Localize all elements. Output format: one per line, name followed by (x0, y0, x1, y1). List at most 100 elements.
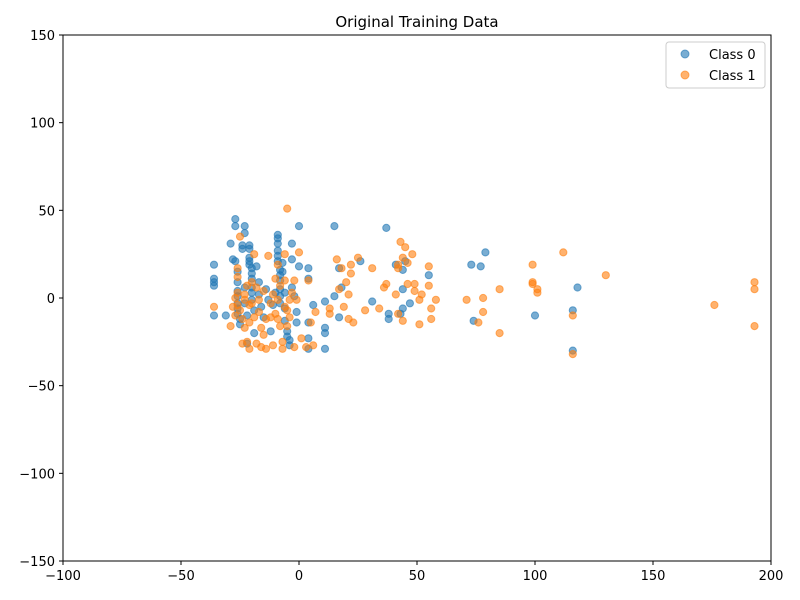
data-point (292, 307, 301, 317)
data-point (247, 278, 256, 287)
y-axis: −150 −100 −50 0 50 100 150 (19, 29, 63, 570)
data-point (271, 274, 280, 283)
data-point (240, 323, 249, 332)
x-tick-label: 50 (409, 569, 426, 584)
data-point (495, 329, 504, 338)
data-point (530, 311, 540, 320)
data-point (278, 267, 287, 276)
data-point (415, 320, 424, 329)
data-point (573, 283, 582, 292)
x-tick-label: 100 (523, 569, 548, 584)
x-axis: −100 −50 0 50 100 150 200 (45, 561, 783, 584)
data-point (410, 279, 419, 289)
data-point (750, 278, 759, 287)
y-tick-label: −150 (19, 555, 55, 570)
data-point (254, 295, 263, 304)
data-point (259, 330, 268, 339)
data-point (330, 222, 339, 231)
data-point (273, 295, 282, 304)
data-point (302, 343, 311, 352)
data-point (240, 295, 249, 304)
data-point (403, 258, 412, 267)
data-point (382, 279, 391, 289)
data-point (346, 269, 355, 278)
data-point (495, 285, 504, 294)
x-tick-label: 0 (295, 569, 303, 584)
data-point (283, 204, 292, 213)
data-point (353, 253, 363, 262)
data-point (349, 318, 358, 327)
data-point (750, 285, 759, 294)
data-point (209, 281, 219, 290)
data-point (311, 307, 320, 317)
data-point (368, 264, 377, 273)
y-tick-label: 0 (47, 292, 55, 307)
y-tick-label: 50 (38, 204, 55, 219)
data-point (335, 313, 344, 322)
data-point (481, 248, 490, 257)
data-point (257, 323, 266, 332)
data-point (424, 262, 433, 271)
data-point (424, 271, 433, 280)
data-point (238, 241, 247, 250)
data-point (209, 311, 219, 320)
data-point (424, 281, 433, 290)
data-point (403, 279, 412, 289)
data-point (245, 318, 254, 327)
data-point (252, 262, 261, 271)
legend-box (665, 41, 766, 89)
data-point (285, 313, 294, 322)
data-point (408, 250, 417, 259)
data-point (266, 327, 275, 336)
data-point (290, 343, 299, 352)
series-class-1 (209, 204, 759, 359)
data-point (250, 329, 259, 338)
data-point (325, 309, 334, 318)
data-point (287, 288, 296, 297)
data-point (427, 314, 436, 324)
data-point (235, 232, 245, 241)
data-point (361, 306, 370, 315)
data-point (304, 264, 313, 273)
data-point (287, 255, 296, 264)
data-point (320, 297, 330, 306)
data-point (467, 260, 476, 269)
data-point (250, 313, 259, 322)
data-point (254, 307, 263, 317)
y-tick-label: −100 (19, 467, 55, 482)
chart-title: Original Training Data (335, 13, 498, 31)
y-tick-label: 150 (30, 29, 55, 44)
data-point (479, 293, 488, 303)
data-point (226, 322, 235, 331)
data-point (292, 295, 301, 304)
legend-label-class-1: Class 1 (709, 69, 756, 84)
y-tick-label: 100 (30, 117, 55, 132)
legend-label-class-0: Class 0 (709, 48, 756, 63)
data-point (335, 285, 344, 294)
data-point (342, 278, 351, 287)
data-point (280, 276, 289, 285)
data-point (273, 260, 282, 269)
data-point (280, 288, 289, 297)
data-point (280, 250, 289, 259)
data-point (294, 222, 304, 231)
data-point (231, 222, 240, 231)
data-point (533, 285, 542, 294)
data-point (285, 295, 294, 304)
data-point (259, 286, 268, 296)
data-point (243, 337, 252, 346)
data-point (261, 344, 271, 353)
data-point (427, 304, 436, 313)
data-point (309, 341, 318, 350)
data-point (250, 250, 259, 259)
data-point (344, 290, 353, 299)
data-point (245, 244, 254, 253)
data-point (750, 322, 759, 331)
data-point (474, 318, 483, 327)
data-point (297, 334, 306, 343)
data-point (266, 299, 275, 308)
data-point (233, 288, 242, 297)
data-point (238, 314, 247, 324)
data-point (233, 272, 242, 282)
